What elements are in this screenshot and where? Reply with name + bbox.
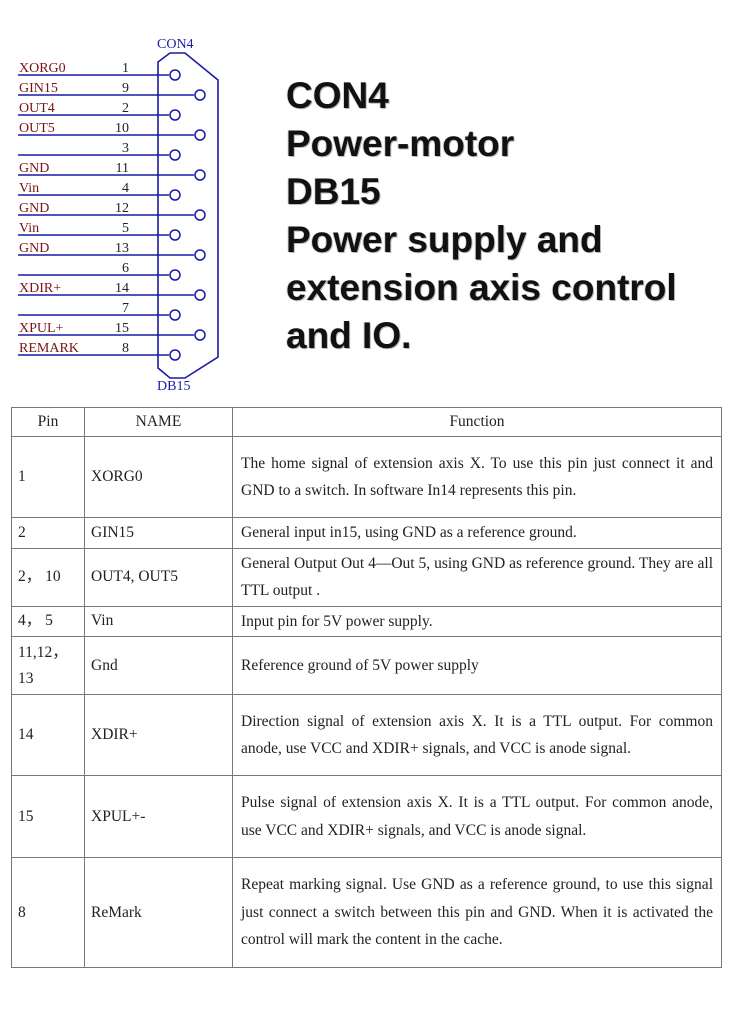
cell-function: Repeat marking signal. Use GND as a refe…: [232, 857, 722, 968]
cell-function: Direction signal of extension axis X. It…: [232, 694, 722, 776]
pin-contact: [194, 249, 206, 261]
pin-number: 11: [116, 161, 129, 176]
pin-contact: [194, 209, 206, 221]
pin-contact: [169, 229, 181, 241]
table-row: 2， 10 OUT4, OUT5 General Output Out 4—Out …: [11, 547, 722, 607]
pin-number: 9: [122, 81, 129, 96]
pin-number: 5: [122, 221, 129, 236]
cell-name: ReMark: [84, 857, 233, 968]
pin-signal-label: REMARK: [19, 341, 79, 356]
cell-pin: 1: [11, 436, 85, 518]
table-row: 2 GIN15 General input in15, using GND as a…: [11, 517, 722, 549]
table-row: 8 ReMark Repeat marking signal. Use GND as…: [11, 857, 722, 968]
cell-pin: 11,12，13: [11, 636, 85, 695]
pin-contact: [194, 169, 206, 181]
pin-number: 3: [122, 141, 129, 156]
pin-contact: [169, 69, 181, 81]
pin-contact: [194, 89, 206, 101]
cell-name: GIN15: [84, 517, 233, 549]
cell-pin: 4， 5: [11, 605, 85, 637]
cell-function: Input pin for 5V power supply.: [232, 605, 722, 637]
heading-line: DB15: [286, 171, 381, 212]
heading-line: Power-motor: [286, 123, 515, 164]
cell-name: XORG0: [84, 436, 233, 518]
cell-name: OUT4, OUT5: [84, 547, 233, 607]
cell-pin: 14: [11, 694, 85, 776]
pin-contact: [194, 129, 206, 141]
table-row: 11,12，13 Gnd Reference ground of 5V power …: [11, 636, 722, 695]
connector-outline: [157, 52, 219, 379]
pin-number: 12: [115, 201, 129, 216]
cell-function: General Output Out 4—Out 5, using GND as…: [232, 547, 722, 607]
pin-number: 2: [122, 101, 129, 116]
pin-signal-label: XORG0: [19, 61, 66, 76]
cell-function: General input in15, using GND as a refer…: [232, 517, 722, 549]
heading-line: extension axis control: [286, 267, 677, 308]
cell-pin: 8: [11, 857, 85, 968]
pin-contact: [169, 189, 181, 201]
connector-label: CON4: [157, 37, 194, 52]
header-pin: Pin: [11, 407, 85, 437]
pin-number: 4: [122, 181, 129, 196]
cell-name: XPUL+-: [84, 775, 233, 858]
pin-signal-label: XPUL+: [19, 321, 64, 336]
pin-number: 8: [122, 341, 129, 356]
pin-signal-label: GND: [19, 161, 49, 176]
db15-connector-schematic: CON4 DB15 XORG0 1 GIN15 9 OUT4 2 OUT5 10 3 GND 11 V…: [18, 37, 219, 394]
connector-type: DB15: [157, 379, 190, 394]
cell-pin: 2， 10: [11, 547, 85, 607]
pin-contact: [169, 309, 181, 321]
heading-line: CON4: [286, 75, 389, 116]
pin-signal-label: Vin: [19, 181, 39, 196]
table-row: 14 XDIR+ Direction signal of extension axi…: [11, 694, 722, 776]
pin-signal-label: OUT5: [19, 121, 55, 136]
pin-signal-label: Vin: [19, 221, 39, 236]
cell-pin: 2: [11, 517, 85, 549]
cell-name: Vin: [84, 605, 233, 637]
heading-line: Power supply and: [286, 219, 603, 260]
table-row: 4， 5 Vin Input pin for 5V power supply.: [11, 605, 722, 637]
pin-number: 13: [115, 241, 129, 256]
cell-function: Reference ground of 5V power supply: [232, 636, 722, 695]
pin-number: 10: [115, 121, 129, 136]
pin-signal-label: GND: [19, 241, 49, 256]
cell-name: Gnd: [84, 636, 233, 695]
header-name: NAME: [84, 407, 233, 437]
pin-number: 15: [115, 321, 129, 336]
table-row: 15 XPUL+- Pulse signal of extension axis X…: [11, 775, 722, 858]
heading-line: and IO.: [286, 315, 412, 356]
pin-signal-label: OUT4: [19, 101, 55, 116]
table-header-row: Pin NAME Function: [11, 407, 722, 437]
cell-function: The home signal of extension axis X. To …: [232, 436, 722, 518]
table-row: 1 XORG0 The home signal of extension axis …: [11, 436, 722, 518]
pin-contact: [169, 349, 181, 361]
pin-number: 7: [122, 301, 129, 316]
pin-contact: [169, 109, 181, 121]
pin-number: 1: [122, 61, 129, 76]
pin-contact: [194, 329, 206, 341]
cell-function: Pulse signal of extension axis X. It is …: [232, 775, 722, 858]
pin-function-table: Pin NAME Function 1 XORG0 The home signal …: [11, 407, 722, 968]
header-function: Function: [232, 407, 722, 437]
pin-contact: [169, 149, 181, 161]
pin-number: 6: [122, 261, 129, 276]
pin-number: 14: [115, 281, 129, 296]
page-heading: CON4 Power-motor DB15 Power supply and e…: [286, 72, 677, 360]
pin-contact: [194, 289, 206, 301]
pin-signal-label: GND: [19, 201, 49, 216]
cell-name: XDIR+: [84, 694, 233, 776]
pin-contact: [169, 269, 181, 281]
pin-signal-label: GIN15: [19, 81, 58, 96]
cell-pin: 15: [11, 775, 85, 858]
pin-signal-label: XDIR+: [19, 281, 61, 296]
